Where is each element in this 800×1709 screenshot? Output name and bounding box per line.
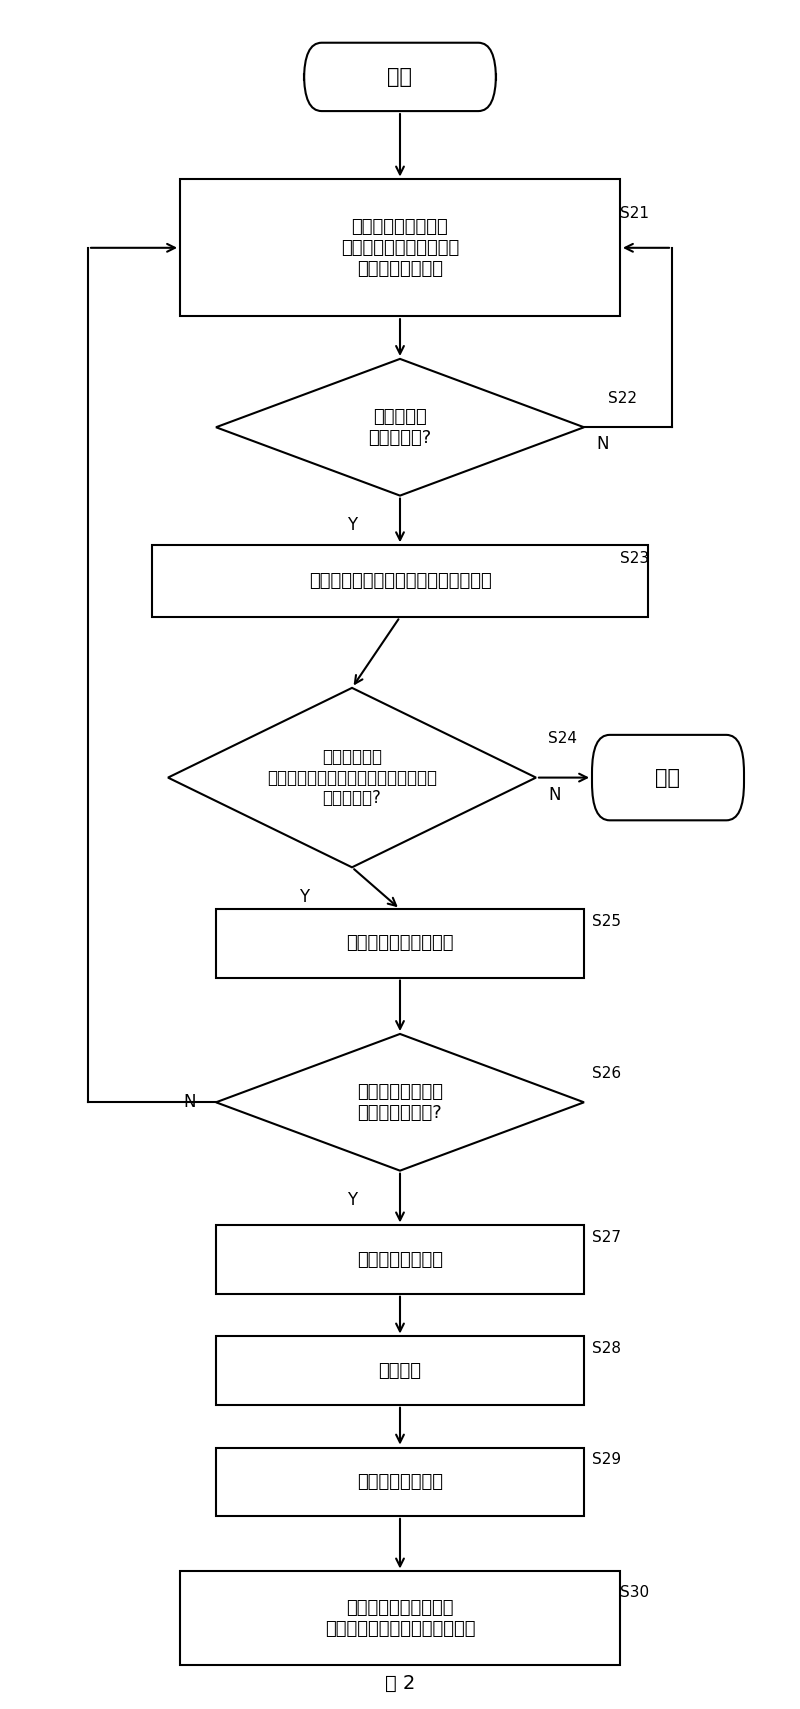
Text: N: N <box>596 436 609 453</box>
Polygon shape <box>168 687 536 866</box>
Text: 异常持续时间是否
大于第一时间段?: 异常持续时间是否 大于第一时间段? <box>357 1084 443 1121</box>
Text: S26: S26 <box>592 1066 621 1080</box>
Bar <box>180 179 620 316</box>
Bar <box>152 545 648 617</box>
Bar <box>216 1448 584 1516</box>
Text: S24: S24 <box>548 731 577 745</box>
Text: Y: Y <box>299 889 309 906</box>
Text: S27: S27 <box>592 1230 621 1244</box>
Text: S29: S29 <box>592 1453 621 1466</box>
Text: 生成零线干扰日志: 生成零线干扰日志 <box>357 1473 443 1490</box>
Text: 电量计量装置存在异常: 电量计量装置存在异常 <box>346 935 454 952</box>
Polygon shape <box>216 359 584 496</box>
Text: Y: Y <box>347 516 357 535</box>
Text: S23: S23 <box>620 552 649 566</box>
Text: 测量电量计量装置的
三相电压相间电压夹角值
和三相电压有效值: 测量电量计量装置的 三相电压相间电压夹角值 和三相电压有效值 <box>341 219 459 277</box>
Text: 开始: 开始 <box>387 67 413 87</box>
Polygon shape <box>216 1034 584 1171</box>
Bar <box>216 1336 584 1405</box>
Text: S30: S30 <box>620 1586 649 1600</box>
Bar <box>216 909 584 978</box>
Text: 根据三相电压有效值计算电压不平衡值: 根据三相电压有效值计算电压不平衡值 <box>309 573 491 590</box>
Text: S28: S28 <box>592 1342 621 1355</box>
Text: Y: Y <box>347 1191 357 1210</box>
FancyBboxPatch shape <box>304 43 496 111</box>
Text: S21: S21 <box>620 207 649 220</box>
Bar <box>180 1572 620 1665</box>
Text: 断开零线: 断开零线 <box>378 1362 422 1379</box>
Text: S25: S25 <box>592 914 621 928</box>
FancyBboxPatch shape <box>592 735 744 820</box>
Text: 结束: 结束 <box>655 767 681 788</box>
Text: S22: S22 <box>608 391 637 405</box>
Bar <box>216 1225 584 1294</box>
Text: 断开零线同时开始计时
计时达到第二时间段时接通零线: 断开零线同时开始计时 计时达到第二时间段时接通零线 <box>325 1600 475 1637</box>
Text: 存在任意两
相电压正常?: 存在任意两 相电压正常? <box>368 408 432 446</box>
Text: 图 2: 图 2 <box>385 1673 415 1694</box>
Text: N: N <box>183 1094 196 1111</box>
Text: N: N <box>548 786 561 803</box>
Text: 相间电压夹角
值不在夹角正常范围且电压不平衡值大
于规定阈值?: 相间电压夹角 值不在夹角正常范围且电压不平衡值大 于规定阈值? <box>267 749 437 807</box>
Text: 确认存在零线干扰: 确认存在零线干扰 <box>357 1251 443 1268</box>
